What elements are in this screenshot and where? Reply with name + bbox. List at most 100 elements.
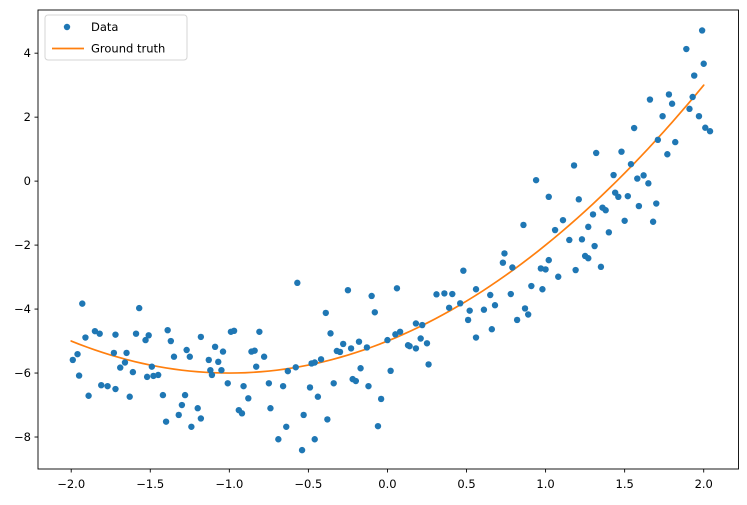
data-point <box>412 320 420 327</box>
data-point <box>689 93 696 101</box>
data-point <box>572 266 579 274</box>
data-point <box>605 229 613 236</box>
data-point <box>419 321 426 329</box>
data-point <box>646 96 654 103</box>
y-tick-label: −8 <box>14 430 31 444</box>
data-point <box>698 27 706 34</box>
data-point <box>566 236 573 244</box>
data-point <box>167 337 175 345</box>
data-point <box>339 340 347 348</box>
data-point <box>363 344 371 351</box>
data-point <box>112 385 119 393</box>
data-point <box>324 416 331 423</box>
data-point <box>211 343 219 351</box>
data-point <box>393 285 401 292</box>
data-point <box>445 304 453 311</box>
data-point <box>691 72 698 79</box>
data-point <box>384 336 391 344</box>
data-point <box>441 290 448 297</box>
data-point <box>355 338 363 345</box>
data-point <box>96 330 103 337</box>
data-point <box>578 236 586 243</box>
data-point <box>472 334 480 341</box>
data-point <box>635 202 643 210</box>
plot-border <box>37 9 739 470</box>
data-point <box>457 300 464 307</box>
data-point <box>464 316 472 324</box>
data-point <box>230 327 238 335</box>
x-tick-label: −1.5 <box>136 477 164 491</box>
data-point <box>585 223 592 231</box>
data-point <box>545 256 552 264</box>
data-point <box>256 328 263 335</box>
data-point <box>488 326 496 333</box>
data-point <box>347 345 355 352</box>
data-point <box>513 316 521 324</box>
y-tick-label: −4 <box>14 302 31 316</box>
data-point <box>330 380 337 387</box>
data-point <box>610 171 617 179</box>
data-point <box>539 286 546 293</box>
data-point <box>392 331 399 338</box>
data-point <box>686 105 693 113</box>
data-point <box>615 193 622 200</box>
data-point <box>267 405 274 412</box>
data-point <box>589 211 597 218</box>
data-point <box>618 148 625 155</box>
data-point <box>98 382 105 389</box>
data-point <box>208 371 216 379</box>
data-point <box>175 411 182 419</box>
data-point <box>260 353 268 360</box>
data-point <box>311 436 318 443</box>
data-point <box>265 380 273 387</box>
y-axis: −8 −6 −4 −2 0 2 4 <box>14 46 38 444</box>
data-point <box>602 207 609 214</box>
data-point <box>551 226 559 234</box>
data-point <box>634 175 641 182</box>
data-point <box>150 372 157 380</box>
data-point <box>559 216 567 224</box>
data-point <box>145 332 152 339</box>
data-point <box>162 418 170 425</box>
x-tick-label: 0.5 <box>457 477 475 491</box>
data-point <box>322 309 329 317</box>
data-point <box>521 305 529 312</box>
data-point <box>659 112 666 120</box>
data-point <box>653 200 660 207</box>
data-point <box>654 136 662 144</box>
data-point <box>327 330 334 337</box>
data-point <box>245 395 252 402</box>
data-point <box>292 364 299 371</box>
data-point <box>480 306 488 313</box>
x-tick-label: 1.0 <box>536 477 554 491</box>
data-point <box>136 304 143 312</box>
data-point <box>112 331 119 338</box>
data-point <box>129 368 137 376</box>
x-tick-label: 1.5 <box>616 477 634 491</box>
data-point <box>205 356 212 364</box>
data-point <box>524 311 532 318</box>
data-point <box>425 361 432 368</box>
data-point <box>592 149 600 157</box>
data-point <box>117 364 124 371</box>
data-point <box>279 382 287 390</box>
data-point <box>148 363 156 370</box>
data-point <box>668 100 676 107</box>
data-point <box>466 307 473 314</box>
data-point <box>487 291 494 299</box>
data-point <box>79 300 86 307</box>
data-point <box>240 382 247 390</box>
data-point <box>170 353 178 360</box>
data-point <box>314 393 322 400</box>
data-point <box>294 279 301 287</box>
data-point <box>695 112 703 120</box>
x-axis: −2.0 −1.5 −1.0 −0.5 0.0 0.5 1.0 1.5 2.0 <box>57 469 713 491</box>
data-point <box>472 286 480 293</box>
data-point <box>132 330 140 337</box>
data-point <box>298 446 306 454</box>
data-point <box>110 349 118 357</box>
data-point <box>75 372 83 379</box>
data-point <box>336 348 344 356</box>
data-point <box>188 423 195 430</box>
